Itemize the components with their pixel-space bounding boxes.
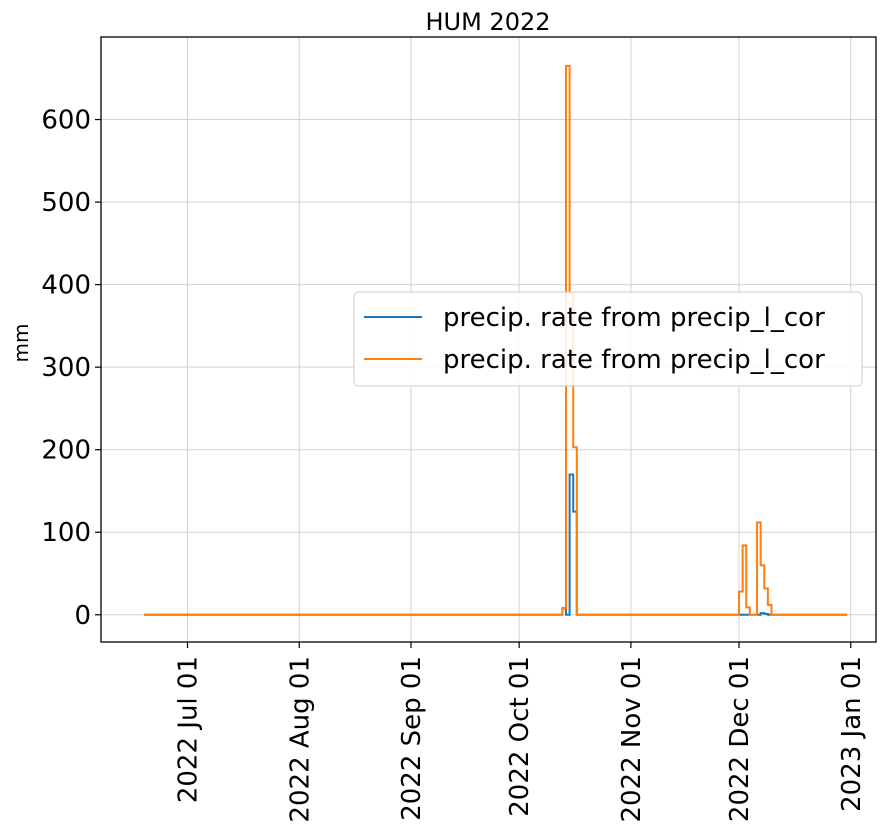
x-axis: 2022 Jul 01 2022 Aug 01 2022 Sep 01 2022 Oc… <box>174 642 867 823</box>
x-tick-label: 2023 Jan 01 <box>837 656 867 812</box>
y-tick-label: 300 <box>41 353 91 383</box>
series-line-2 <box>144 64 848 616</box>
legend: precip. rate from precip_l_cor precip. ra… <box>353 291 863 387</box>
y-tick-label: 500 <box>41 188 91 218</box>
y-axis-label: mm <box>9 324 33 363</box>
y-tick-label: 400 <box>41 271 91 301</box>
legend-label: precip. rate from precip_l_cor <box>443 345 825 375</box>
y-tick-label: 100 <box>41 518 91 548</box>
y-axis: 0 100 200 300 400 500 600 <box>41 106 101 631</box>
legend-label: precip. rate from precip_l_cor <box>443 303 825 333</box>
plot-area-frame <box>100 36 877 643</box>
y-tick-label: 0 <box>74 601 91 631</box>
y-tick-label: 600 <box>41 106 91 136</box>
x-tick-label: 2022 Aug 01 <box>285 656 315 823</box>
series-layer <box>144 64 848 616</box>
x-tick-label: 2022 Oct 01 <box>505 656 535 817</box>
x-tick-label: 2022 Nov 01 <box>617 656 647 823</box>
legend-box <box>353 291 863 387</box>
x-tick-label: 2022 Dec 01 <box>725 656 755 822</box>
x-tick-label: 2022 Jul 01 <box>174 656 204 803</box>
chart-title: HUM 2022 <box>425 8 550 36</box>
x-tick-label: 2022 Sep 01 <box>397 656 427 821</box>
y-tick-label: 200 <box>41 436 91 466</box>
